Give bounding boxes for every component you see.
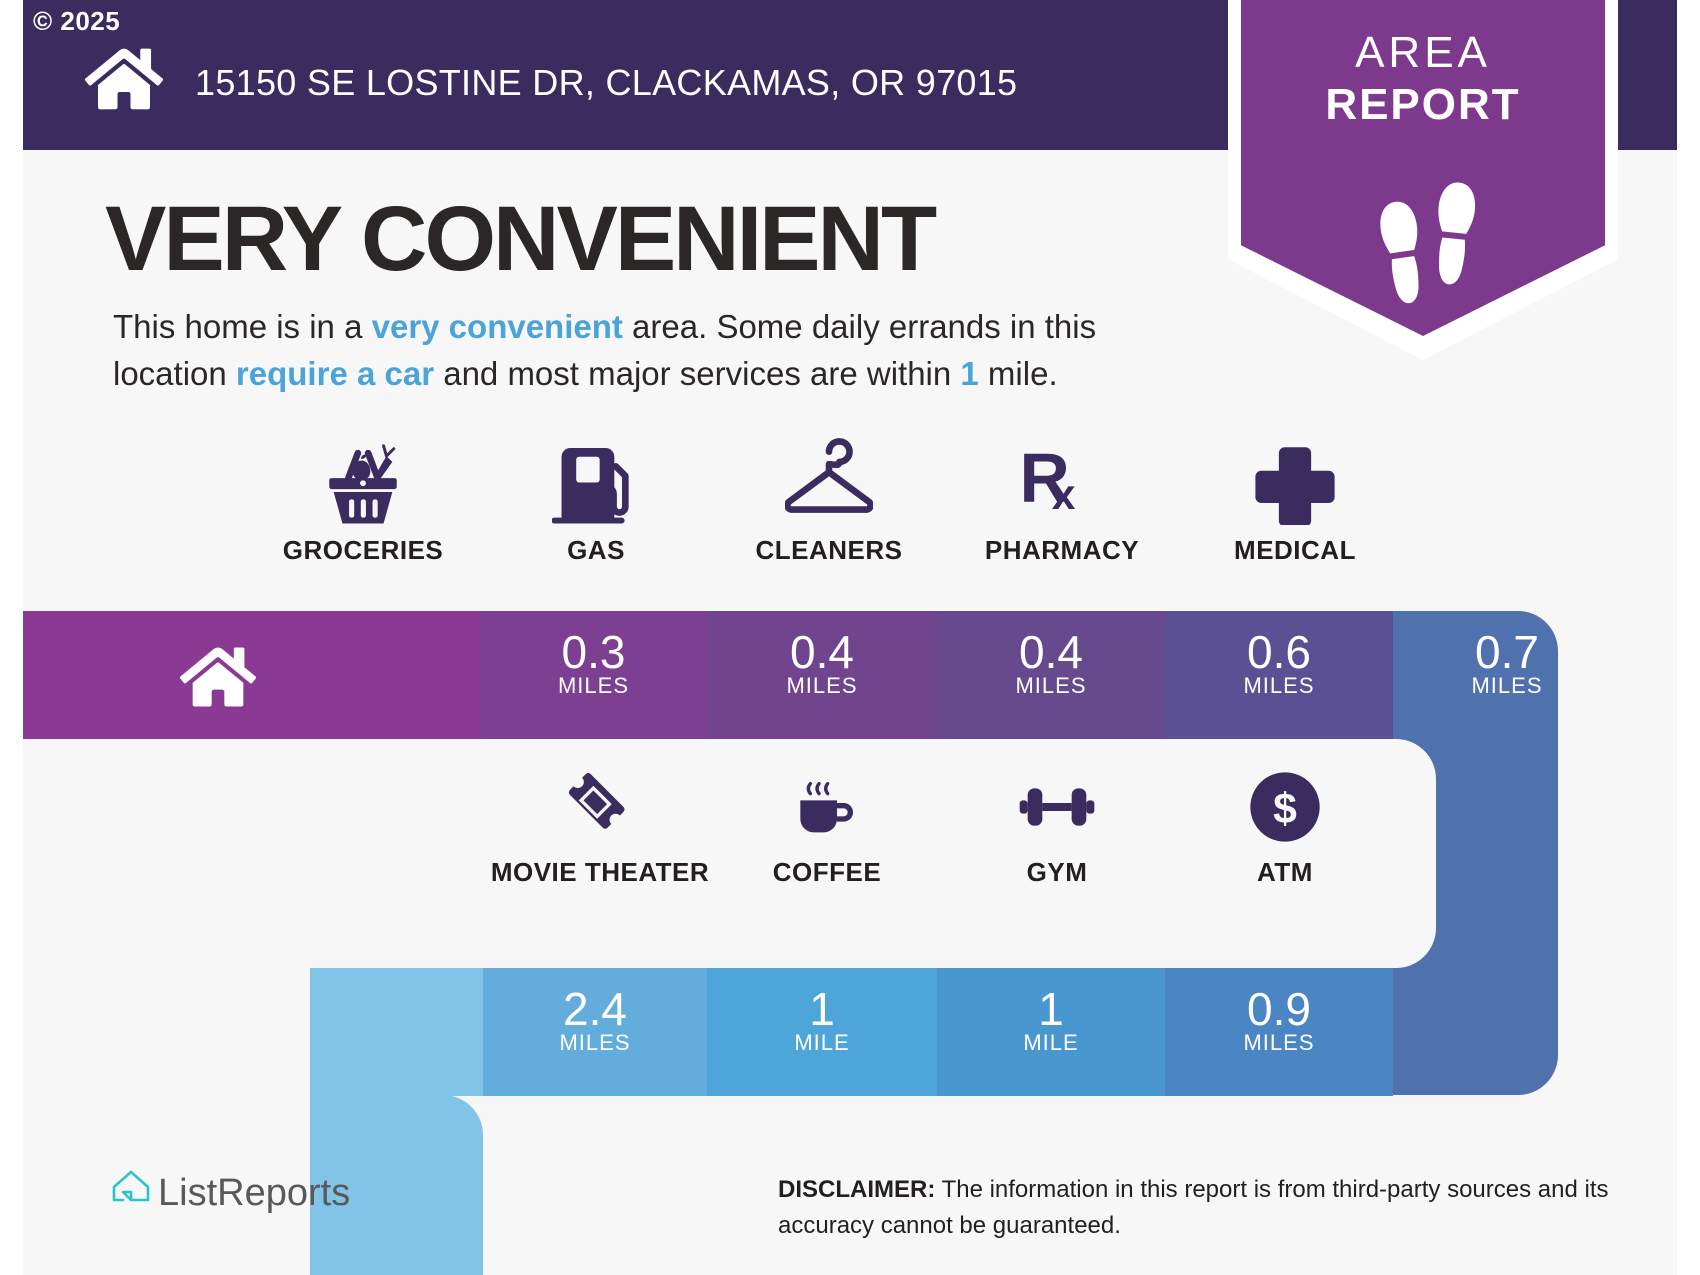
svg-text:$: $: [1273, 785, 1297, 833]
svg-text:x: x: [1052, 471, 1076, 519]
